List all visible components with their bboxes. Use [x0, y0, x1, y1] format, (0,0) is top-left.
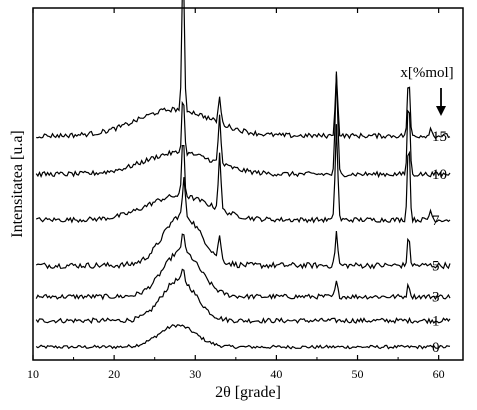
series-line-7 [35, 124, 451, 224]
series-label-1: 1 [432, 314, 440, 330]
series-label-15: 15 [432, 129, 447, 145]
series-label-3: 3 [432, 290, 440, 306]
x-tick-label: 20 [108, 367, 120, 381]
series-label-0: 0 [432, 340, 440, 356]
series-curves [35, 0, 451, 350]
series-line-15 [36, 0, 451, 140]
x-tick-label: 10 [27, 367, 39, 381]
series-line-3 [35, 233, 451, 301]
series-label-7: 7 [432, 213, 440, 229]
x-tick-label: 30 [189, 367, 201, 381]
series-label-5: 5 [432, 258, 440, 274]
y-axis-title: Intensitatea [u.a] [9, 130, 26, 238]
series-line-0 [35, 324, 451, 350]
x-axis-ticks: 10 20 30 40 50 60 [27, 8, 445, 381]
down-arrow-icon [436, 88, 446, 116]
x-axis-title: 2θ [grade] [215, 384, 281, 401]
series-line-1 [35, 268, 451, 325]
series-label-10: 10 [432, 167, 447, 183]
series-line-5 [35, 177, 451, 270]
x-tick-label: 40 [270, 367, 282, 381]
x-tick-label: 50 [352, 367, 364, 381]
series-labels: 0 1 3 5 7 10 15 [432, 129, 447, 356]
x-tick-label: 60 [433, 367, 445, 381]
plot-frame [32, 7, 464, 361]
series-line-10 [35, 71, 451, 179]
legend-title: x[%mol] [400, 65, 453, 81]
